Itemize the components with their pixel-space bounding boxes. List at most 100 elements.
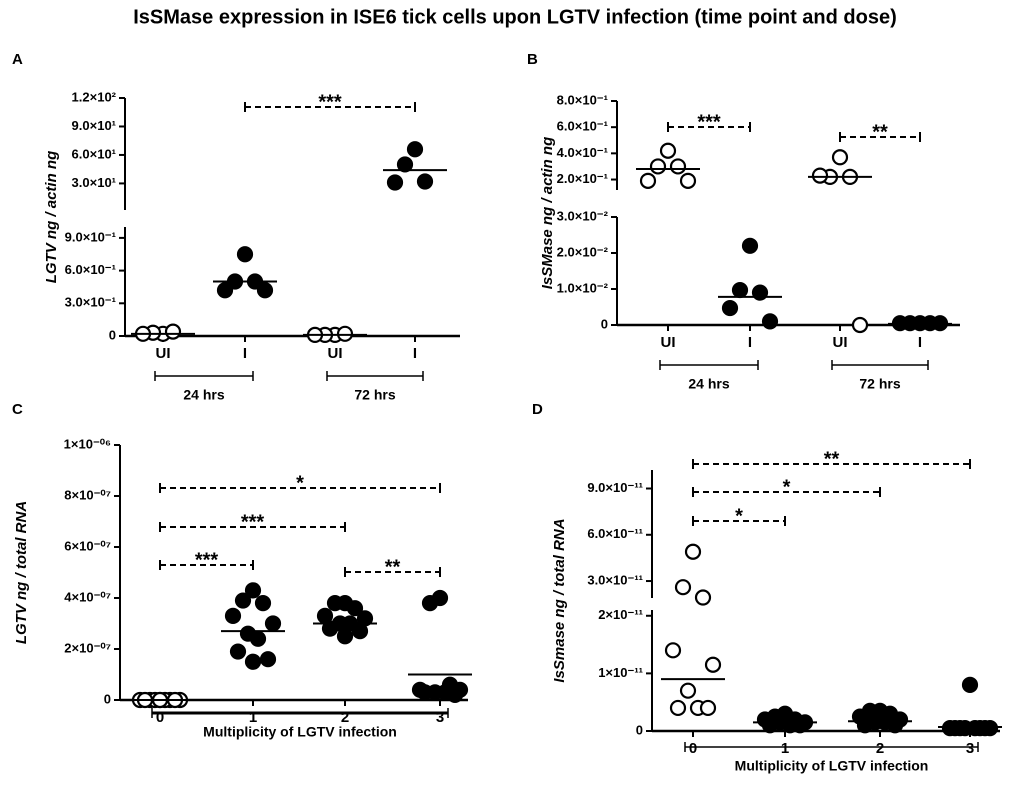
x-tick-label: I [413,345,417,362]
data-point [386,174,404,191]
data-point [679,682,697,699]
panel-letter: D [532,401,543,418]
y-tick-label: 3.0×10⁻¹¹ [587,572,643,587]
data-point [234,592,252,609]
data-point [396,156,414,173]
group-label: 24 hrs [688,376,729,392]
data-point [761,717,779,734]
data-point [811,167,829,184]
x-tick-label: UI [328,345,343,362]
y-tick-label: 1.2×10² [72,89,117,104]
y-tick-label: 1×10⁻¹¹ [598,665,643,680]
data-point [416,173,434,190]
data-point [679,172,697,189]
y-tick-label: 2×10⁻¹¹ [598,607,643,622]
data-point [249,630,267,647]
y-tick-label: 3.0×10⁻¹ [65,295,116,310]
group-label: Multiplicity of LGTV infection [735,758,929,774]
y-tick-label: 4×10⁻⁰⁷ [64,589,111,604]
x-tick-label: I [243,345,247,362]
y-tick-label: 0 [104,691,111,706]
y-tick-label: 6×10⁻⁰⁷ [64,538,111,553]
y-tick-label: 2×10⁻⁰⁷ [64,640,111,655]
panel-letter: A [12,51,23,68]
data-point [244,653,262,670]
y-tick-label: 6.0×10⁻¹ [65,262,116,277]
data-point [669,158,687,175]
data-point [416,684,434,701]
data-point [946,720,964,737]
data-point [791,717,809,734]
data-point [346,600,364,617]
y-tick-label: 1.0×10⁻² [557,280,609,295]
x-tick-label: 1 [249,709,257,726]
data-point [659,142,677,159]
y-axis-label: LGTV ng / actin ng [43,151,60,284]
y-tick-label: 2.0×10⁻² [557,244,609,259]
data-point [229,643,247,660]
y-tick-label: 6.0×10⁻¹ [557,119,608,134]
data-point [704,656,722,673]
data-point [336,628,354,645]
data-point [699,699,717,717]
significance-label: *** [697,111,721,133]
panel-letter: C [12,401,23,418]
data-point [674,579,692,596]
significance-label: *** [241,511,265,533]
data-point [669,699,687,717]
data-point [351,623,369,640]
data-point [336,325,354,342]
data-point [216,282,234,299]
y-axis-label: LGTV ng / total RNA [13,501,30,644]
group-label: Multiplicity of LGTV infection [203,724,397,740]
x-tick-label: 3 [966,740,974,757]
group-label: 72 hrs [859,376,900,392]
data-point [244,582,262,599]
x-tick-label: I [918,334,922,351]
significance-label: * [296,472,304,494]
data-point [649,158,667,175]
data-point [406,141,424,158]
x-tick-label: I [748,334,752,351]
data-point [236,246,254,263]
data-point [731,281,749,299]
data-point [256,282,274,299]
x-tick-label: 2 [876,740,884,757]
data-point [684,543,702,560]
significance-label: ** [385,556,401,578]
x-tick-label: UI [156,345,171,362]
group-label: 24 hrs [183,387,224,403]
data-point [326,594,344,612]
y-tick-label: 6.0×10¹ [72,146,116,161]
x-tick-label: UI [833,334,848,351]
y-tick-label: 0 [636,722,643,737]
significance-label: ** [872,121,888,143]
panel-letter: B [527,51,538,68]
y-tick-label: 2.0×10⁻¹ [557,171,608,186]
y-tick-label: 9.0×10¹ [72,118,116,133]
data-point [321,620,339,637]
x-tick-label: 3 [436,709,444,726]
data-point [961,676,979,694]
y-tick-label: 9.0×10⁻¹¹ [587,480,643,495]
data-point [976,720,994,737]
significance-label: * [735,505,743,527]
y-tick-label: 0 [109,327,116,342]
figure-title: IsSMase expression in ISE6 tick cells up… [133,6,897,28]
y-tick-label: 3.0×10¹ [72,175,116,190]
y-axis-label: IsSmase ng / total RNA [551,518,568,682]
y-tick-label: 8×10⁻⁰⁷ [64,487,111,502]
x-tick-label: UI [661,334,676,351]
significance-label: *** [318,91,342,113]
data-point [446,686,464,704]
y-tick-label: 6.0×10⁻¹¹ [587,526,643,541]
y-tick-label: 8.0×10⁻¹ [557,92,608,107]
y-tick-label: 0 [601,316,608,331]
y-tick-label: 4.0×10⁻¹ [557,145,608,160]
data-point [721,299,739,317]
data-point [264,615,282,632]
significance-label: ** [824,448,840,470]
x-tick-label: 0 [689,740,697,757]
group-label: 72 hrs [354,387,395,403]
